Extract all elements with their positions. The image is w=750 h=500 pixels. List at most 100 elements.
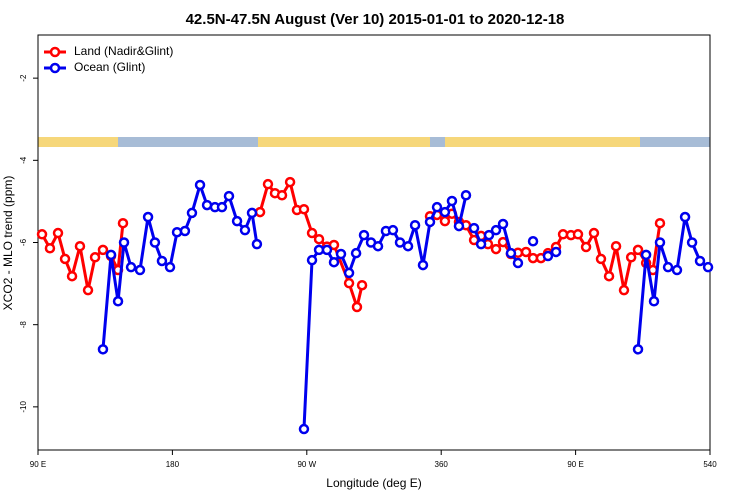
point — [276, 189, 288, 201]
x-tick-label: 540 — [703, 460, 717, 469]
point — [550, 246, 562, 258]
point — [298, 423, 310, 435]
point — [595, 253, 607, 265]
point — [246, 207, 258, 219]
point — [431, 201, 443, 213]
point — [254, 206, 266, 218]
point — [350, 247, 362, 259]
point — [475, 238, 487, 250]
point — [358, 229, 370, 241]
chart-title: 42.5N-47.5N August (Ver 10) 2015-01-01 t… — [186, 11, 565, 28]
point — [186, 207, 198, 219]
point — [306, 254, 318, 266]
point — [654, 237, 666, 248]
point — [424, 216, 436, 228]
point — [142, 211, 154, 223]
point — [632, 344, 644, 355]
point — [313, 233, 325, 245]
x-tick-label: 360 — [435, 460, 449, 469]
point — [117, 217, 129, 229]
point — [618, 284, 630, 296]
legend-label: Ocean (Glint) — [74, 60, 145, 74]
point — [356, 279, 368, 291]
point — [164, 261, 176, 273]
point — [231, 215, 243, 227]
point — [588, 227, 600, 239]
point — [694, 255, 706, 267]
point — [610, 240, 622, 252]
point — [460, 189, 472, 201]
point — [52, 227, 64, 239]
point — [66, 270, 78, 282]
series-line — [101, 183, 709, 430]
point — [223, 190, 235, 202]
land-ocean-strip — [38, 137, 710, 147]
point — [520, 246, 532, 258]
point — [446, 195, 458, 207]
point — [640, 249, 652, 261]
point — [417, 259, 429, 271]
point — [59, 253, 71, 265]
point — [468, 222, 480, 234]
point — [284, 176, 296, 188]
point — [251, 238, 263, 250]
y-tick-label: -10 — [19, 401, 28, 413]
point — [505, 247, 517, 259]
point — [512, 257, 524, 269]
point — [632, 244, 644, 256]
point — [580, 241, 592, 253]
x-tick-label: 90 E — [30, 460, 46, 469]
point — [321, 244, 333, 256]
point — [298, 203, 310, 215]
point — [603, 270, 615, 282]
point — [328, 239, 340, 251]
point — [97, 344, 109, 355]
legend-label: Land (Nadir&Glint) — [74, 44, 173, 58]
point — [343, 277, 355, 289]
x-tick-label: 90 W — [297, 460, 316, 469]
point — [490, 224, 502, 236]
point — [335, 248, 347, 260]
point — [497, 218, 509, 230]
land-strip — [38, 137, 118, 147]
land-strip — [520, 137, 640, 147]
point — [112, 296, 124, 307]
point — [351, 301, 363, 313]
point — [82, 284, 94, 296]
legend-marker — [49, 62, 61, 74]
legend-marker — [49, 46, 61, 58]
point — [394, 237, 406, 248]
point — [36, 229, 48, 240]
point — [483, 229, 495, 241]
point — [149, 237, 161, 248]
point — [402, 240, 414, 252]
point — [262, 178, 274, 190]
y-tick-label: -2 — [19, 74, 28, 82]
point — [125, 261, 137, 273]
point — [572, 229, 584, 240]
land-strip — [258, 137, 430, 147]
y-axis-label: XCO2 - MLO trend (ppm) — [1, 176, 15, 311]
point — [171, 226, 183, 238]
point — [194, 179, 206, 191]
y-tick-label: -6 — [19, 238, 28, 246]
point — [372, 240, 384, 252]
point — [439, 206, 451, 218]
point — [409, 219, 421, 231]
y-tick-label: -4 — [19, 156, 28, 164]
point — [156, 255, 168, 267]
point — [239, 224, 251, 236]
point — [328, 256, 340, 268]
point — [306, 227, 318, 239]
point — [542, 250, 554, 262]
series-line — [40, 180, 662, 309]
point — [97, 244, 109, 256]
point — [662, 261, 674, 273]
point — [439, 215, 451, 227]
point — [387, 224, 399, 236]
x-tick-label: 180 — [166, 460, 180, 469]
point — [44, 243, 56, 254]
point — [654, 217, 666, 229]
point — [74, 240, 86, 252]
